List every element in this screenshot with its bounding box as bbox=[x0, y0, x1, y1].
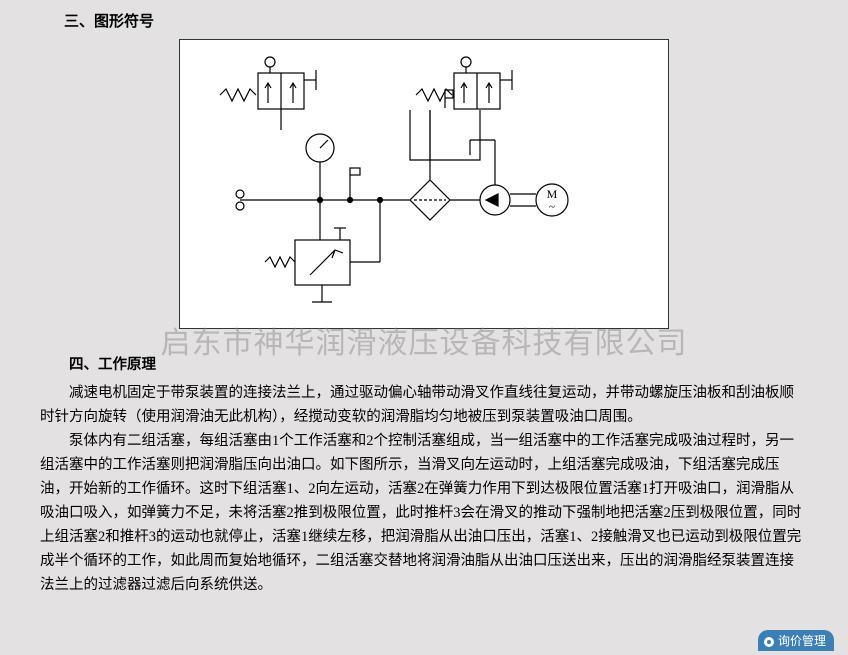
section4-para1: 减速电机固定于带泵装置的连接法兰上，通过驱动偏心轴带动滑叉作直线往复运动，并带动… bbox=[40, 381, 808, 429]
hydraulic-schematic: M ~ bbox=[179, 39, 669, 329]
footer-chat-tab[interactable]: 询价管理 bbox=[758, 630, 834, 651]
body-text-block: 四、工作原理 减速电机固定于带泵装置的连接法兰上，通过驱动偏心轴带动滑叉作直线往… bbox=[0, 329, 848, 597]
section4-para2: 泵体内有二组活塞，每组活塞由1个工作活塞和2个控制活塞组成，当一组活塞中的工作活… bbox=[40, 429, 808, 597]
chat-icon bbox=[764, 637, 774, 647]
svg-text:~: ~ bbox=[549, 201, 555, 213]
footer-label: 询价管理 bbox=[778, 634, 826, 648]
section3-title: 三、图形符号 bbox=[0, 0, 848, 39]
svg-text:M: M bbox=[547, 187, 558, 201]
section4-title: 四、工作原理 bbox=[40, 353, 808, 377]
